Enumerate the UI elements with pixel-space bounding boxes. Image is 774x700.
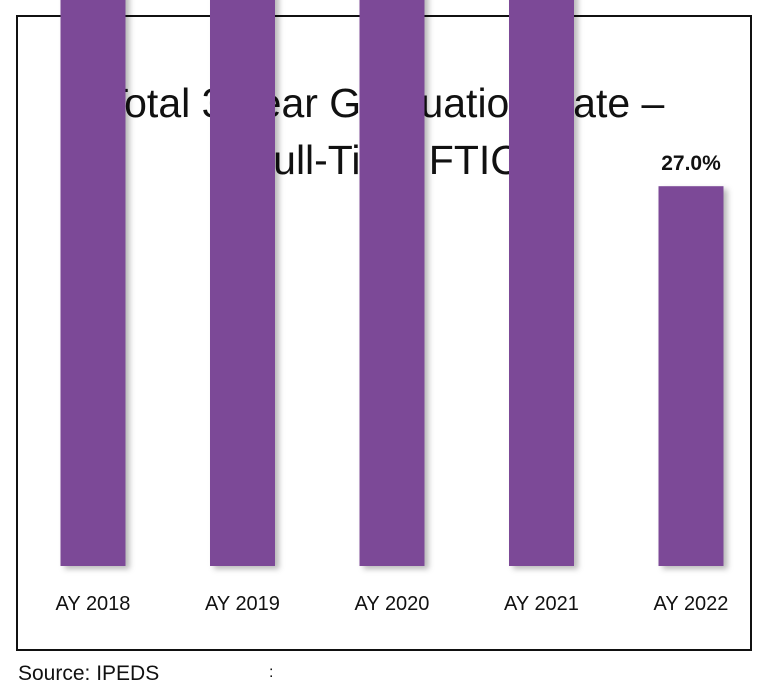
category-tick-label: AY 2020 [355,593,430,615]
source-trailing-mark: : [269,664,274,681]
bar-ay-2018 [60,0,126,566]
source-note: Source: IPEDS [18,662,160,685]
data-labels-layer: 29.9%32.4%29.9%31.9%27.0% [661,152,721,175]
bar-ay-2020 [359,0,425,566]
bar-ay-2021 [509,0,574,567]
data-label: 27.0% [661,152,721,175]
category-tick-label: AY 2019 [205,593,280,615]
bar-ay-2019 [210,0,275,566]
category-tick-label: AY 2018 [56,593,131,615]
category-ticks-layer: AY 2018 AY 2019 AY 2020 AY 2021 AY 2022 [56,593,729,615]
bar-ay-2022 [658,186,724,566]
bars-layer [60,0,724,567]
category-tick-label: AY 2022 [654,593,729,615]
category-tick-label: AY 2021 [504,593,579,615]
